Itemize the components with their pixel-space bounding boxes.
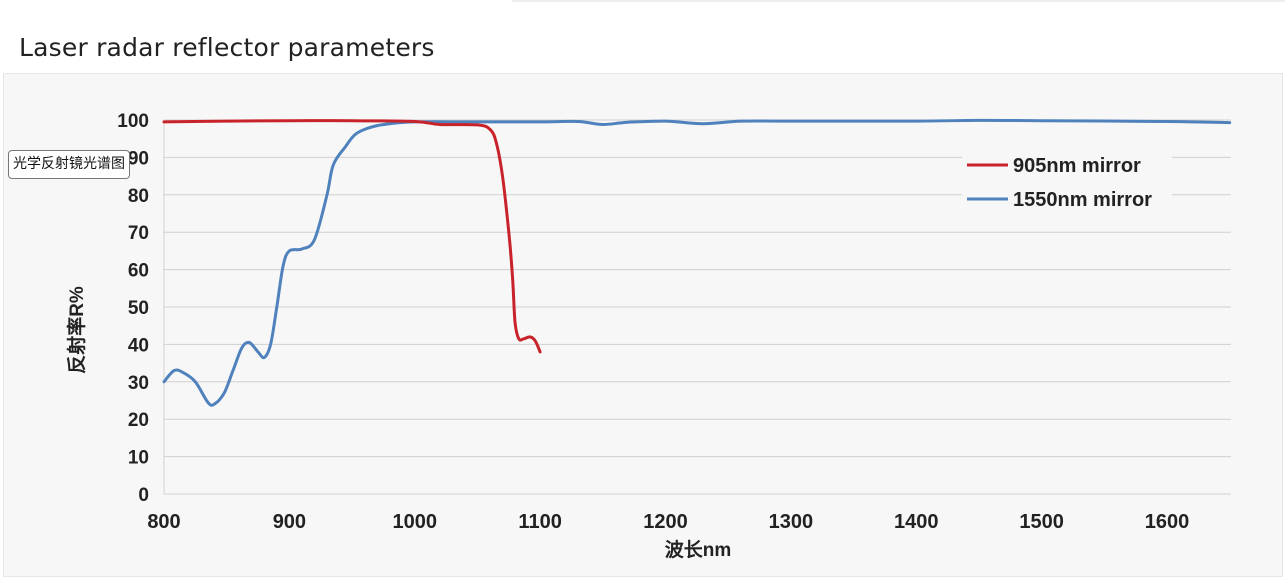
series-line-1550nm	[162, 118, 1232, 407]
x-tick-label: 1000	[393, 511, 438, 533]
y-tick-label: 90	[128, 148, 149, 169]
y-tick-label: 40	[128, 335, 149, 356]
series-lines	[162, 118, 1232, 407]
series-line-905nm	[162, 119, 542, 354]
y-tick-label: 30	[128, 373, 149, 394]
y-tick-label: 60	[128, 261, 149, 282]
legend-label-905nm: 905nm mirror	[1013, 155, 1141, 177]
x-tick-label: 1400	[894, 511, 939, 533]
x-tick-label: 1300	[769, 511, 814, 533]
y-tick-label: 50	[128, 298, 149, 319]
x-axis-label: 波长nm	[665, 538, 732, 561]
x-tick-label: 900	[273, 511, 306, 533]
x-tick-label: 1100	[518, 511, 561, 533]
y-tick-label: 0	[138, 485, 149, 506]
x-tick-label: 1200	[643, 511, 688, 533]
x-tick-label: 1500	[1019, 511, 1064, 533]
chart-legend: 905nm mirror 1550nm mirror	[962, 150, 1172, 212]
chart-tooltip: 光学反射镜光谱图	[8, 150, 130, 179]
y-tick-label: 70	[128, 223, 149, 244]
page-title: Laser radar reflector parameters	[19, 33, 435, 62]
tick-labels: 0 10 20 30 40 50 60 70 80 90 100 800 900 1000 1100 1200…	[117, 111, 1189, 533]
top-border-line	[512, 0, 1285, 2]
x-tick-label: 1600	[1145, 511, 1190, 533]
y-tick-label: 80	[128, 186, 149, 207]
y-tick-label: 100	[117, 111, 149, 132]
y-axis-label: 反射率R%	[65, 286, 88, 374]
x-tick-label: 800	[147, 511, 180, 533]
y-tick-label: 20	[128, 410, 149, 431]
legend-label-1550nm: 1550nm mirror	[1013, 189, 1152, 211]
y-tick-label: 10	[128, 448, 149, 469]
legend-box	[962, 150, 1172, 212]
